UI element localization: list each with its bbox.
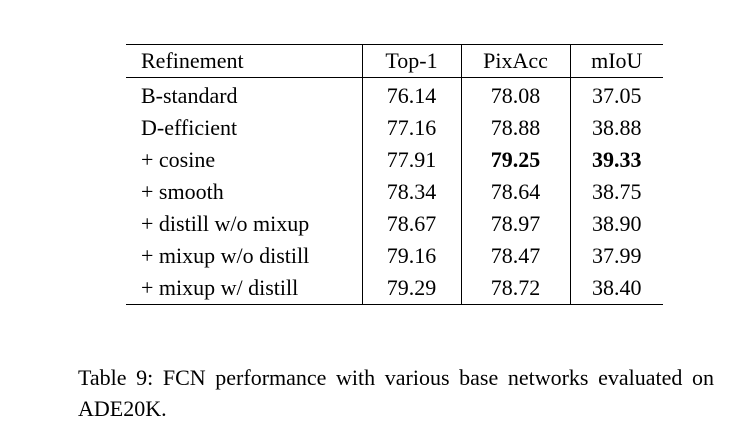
header-cell: PixAcc: [460, 44, 570, 78]
header-cell: Top-1: [361, 44, 461, 78]
table-cell: 78.97: [460, 208, 570, 240]
table-row: + mixup w/ distill 79.29 78.72 38.40: [126, 272, 663, 305]
table-cell: 37.99: [569, 240, 663, 272]
table-row: B-standard 76.14 78.08 37.05: [126, 77, 663, 112]
table-cell: 77.91: [361, 144, 461, 176]
table-cell: 79.16: [361, 240, 461, 272]
table-row: D-efficient 77.16 78.88 38.88: [126, 112, 663, 144]
table-cell: B-standard: [141, 83, 238, 108]
table-cell: 78.47: [460, 240, 570, 272]
header-cell: Refinement: [141, 48, 244, 73]
table-row: + mixup w/o distill 79.16 78.47 37.99: [126, 240, 663, 272]
table-cell: + distill w/o mixup: [141, 211, 310, 236]
table-caption: Table 9: FCN performance with various ba…: [78, 365, 714, 421]
table-cell: 78.67: [361, 208, 461, 240]
table-cell: + cosine: [141, 147, 216, 172]
table-cell: 79.25: [460, 144, 570, 176]
table-header: Refinement Top-1 PixAcc mIoU: [126, 44, 663, 78]
table-cell: 39.33: [569, 144, 663, 176]
table-cell: 77.16: [361, 112, 461, 144]
bold-value: 39.33: [592, 147, 642, 172]
table-cell: 78.34: [361, 176, 461, 208]
table-cell: 38.40: [569, 272, 663, 305]
table-cell: 38.75: [569, 176, 663, 208]
table-cell: + mixup w/ distill: [141, 275, 299, 300]
table-row: + smooth 78.34 78.64 38.75: [126, 176, 663, 208]
table-cell: 38.88: [569, 112, 663, 144]
table-cell: 78.64: [460, 176, 570, 208]
table-cell: 78.08: [460, 77, 570, 112]
table-cell: 38.90: [569, 208, 663, 240]
table-cell: 78.72: [460, 272, 570, 305]
table-row: + distill w/o mixup 78.67 78.97 38.90: [126, 208, 663, 240]
table-cell: 37.05: [569, 77, 663, 112]
table-body: B-standard 76.14 78.08 37.05 D-efficient 77.1…: [126, 77, 663, 305]
table-cell: D-efficient: [141, 115, 238, 140]
results-table: Refinement Top-1 PixAcc mIoU B-standard 7…: [126, 44, 663, 305]
table-row: + cosine 77.91 79.25 39.33: [126, 144, 663, 176]
table-cell: 78.88: [460, 112, 570, 144]
table-cell: + smooth: [141, 179, 224, 204]
table-cell: + mixup w/o distill: [141, 243, 310, 268]
table-cell: 79.29: [361, 272, 461, 305]
header-cell: mIoU: [569, 44, 663, 78]
table-cell: 76.14: [361, 77, 461, 112]
bold-value: 79.25: [490, 147, 541, 172]
